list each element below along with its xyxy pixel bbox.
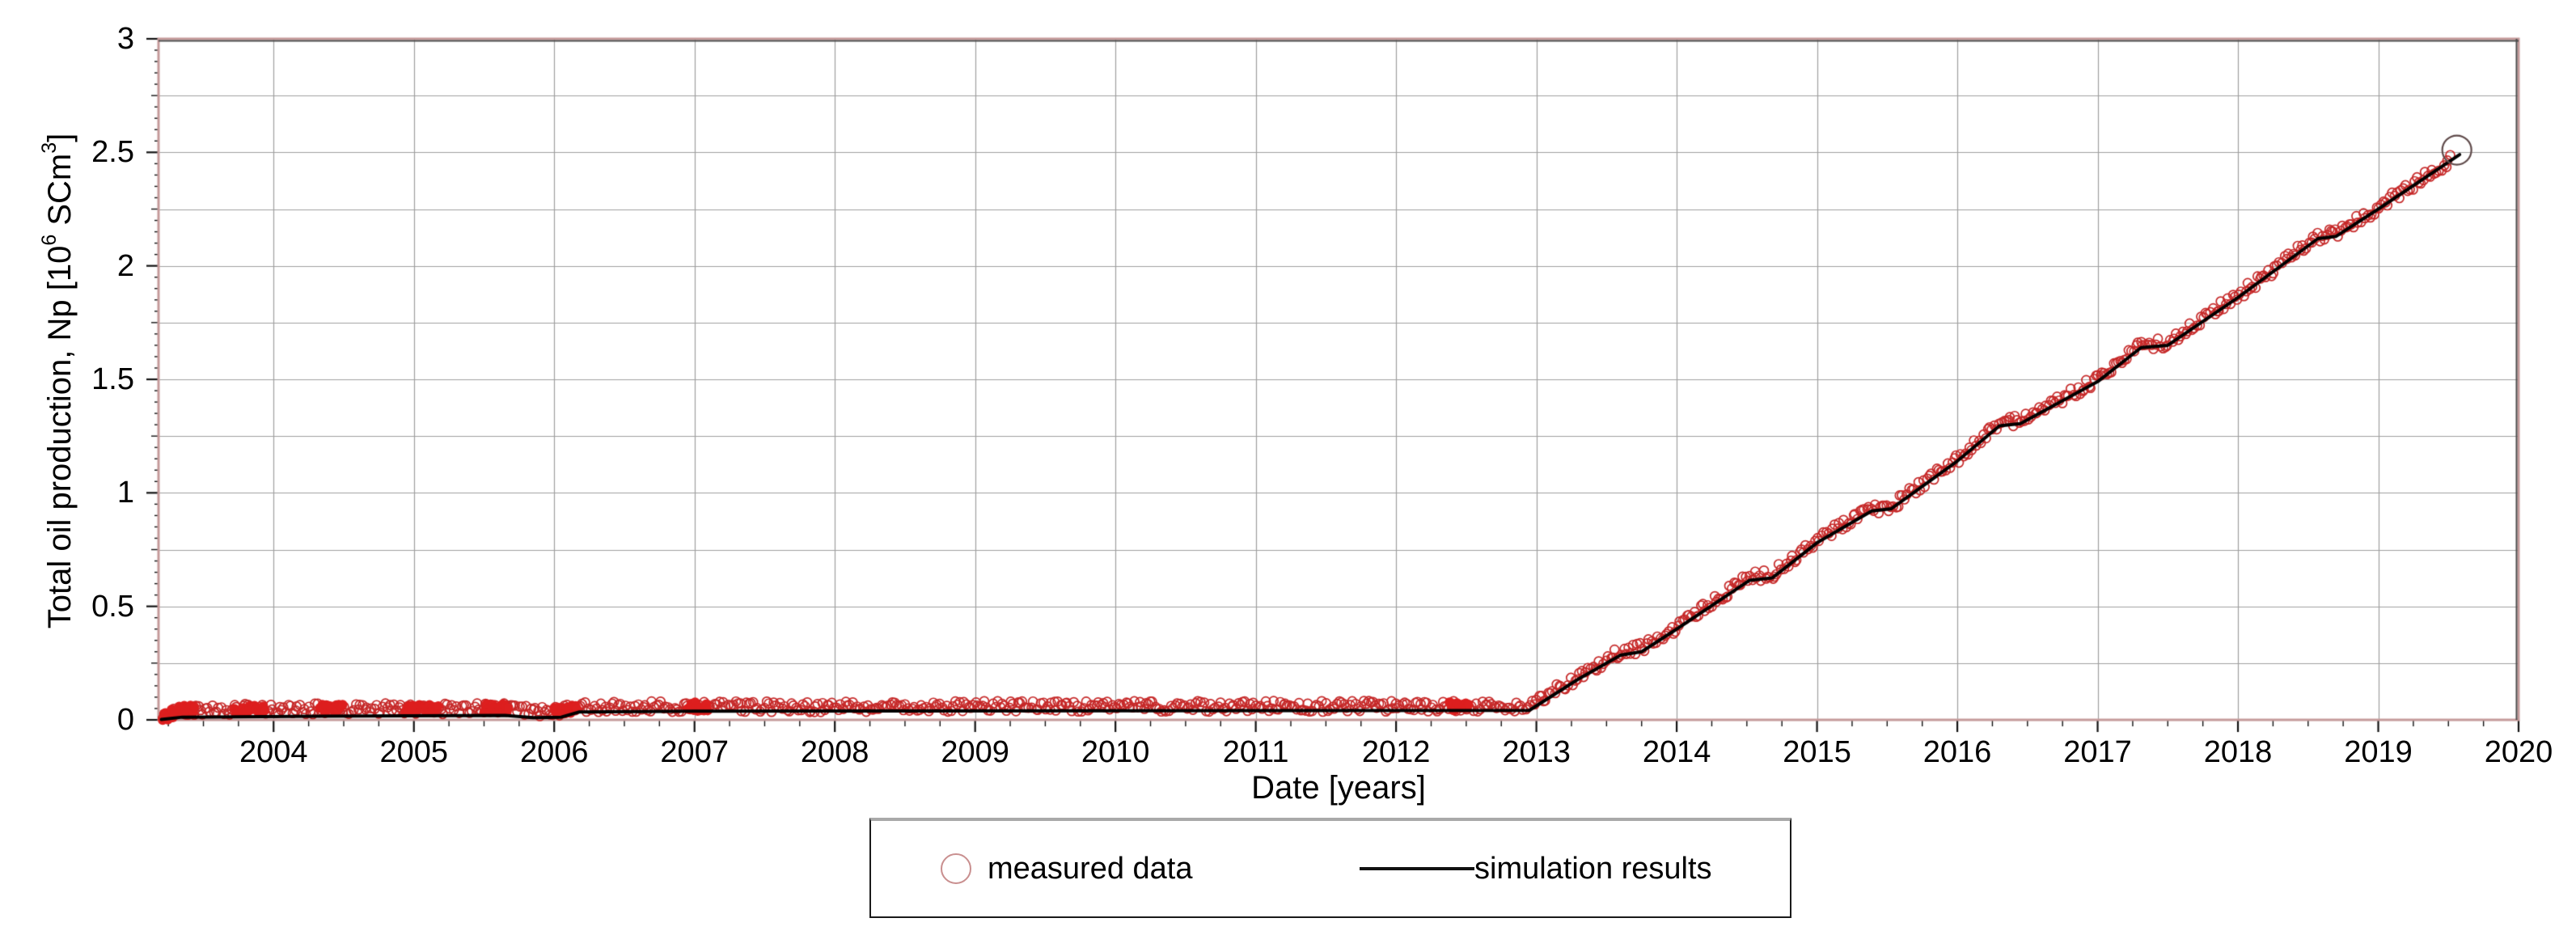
legend-item-measured: measured data [941, 821, 1193, 916]
legend-item-simulation: simulation results [1360, 821, 1712, 916]
x-tick-label: 2011 [1222, 735, 1289, 769]
y-tick-label: 3 [116, 22, 134, 56]
x-tick-label: 2010 [1081, 735, 1150, 769]
y-tick-label: 1.5 [91, 362, 134, 396]
x-tick-label: 2014 [1642, 735, 1711, 769]
x-tick-label: 2008 [800, 735, 869, 769]
y-tick-label: 1 [116, 476, 134, 510]
x-tick-label: 2020 [2484, 735, 2553, 769]
x-tick-label: 2005 [379, 735, 448, 769]
y-tick-label: 0.5 [91, 589, 134, 624]
x-tick-label: 2013 [1502, 735, 1571, 769]
legend: measured data simulation results [869, 818, 1791, 918]
x-axis-title: Date [years] [1251, 770, 1426, 806]
x-tick-label: 2006 [519, 735, 589, 769]
x-tick-label: 2012 [1361, 735, 1431, 769]
x-tick-label: 2004 [239, 735, 308, 769]
x-tick-label: 2018 [2203, 735, 2273, 769]
x-tick-label: 2016 [1922, 735, 1992, 769]
y-tick-label: 0 [116, 703, 134, 737]
legend-label-simulation: simulation results [1474, 851, 1712, 886]
measured-data-marker-icon [941, 853, 971, 884]
y-tick-label: 2 [116, 248, 134, 283]
x-tick-label: 2019 [2344, 735, 2413, 769]
y-tick-label: 2.5 [91, 135, 134, 170]
x-tick-label: 2009 [941, 735, 1009, 769]
legend-label-measured: measured data [988, 851, 1193, 886]
x-tick-label: 2007 [660, 735, 729, 769]
x-tick-label: 2015 [1783, 735, 1851, 769]
x-tick-label: 2017 [2063, 735, 2132, 769]
simulation-line-marker-icon [1360, 867, 1474, 870]
